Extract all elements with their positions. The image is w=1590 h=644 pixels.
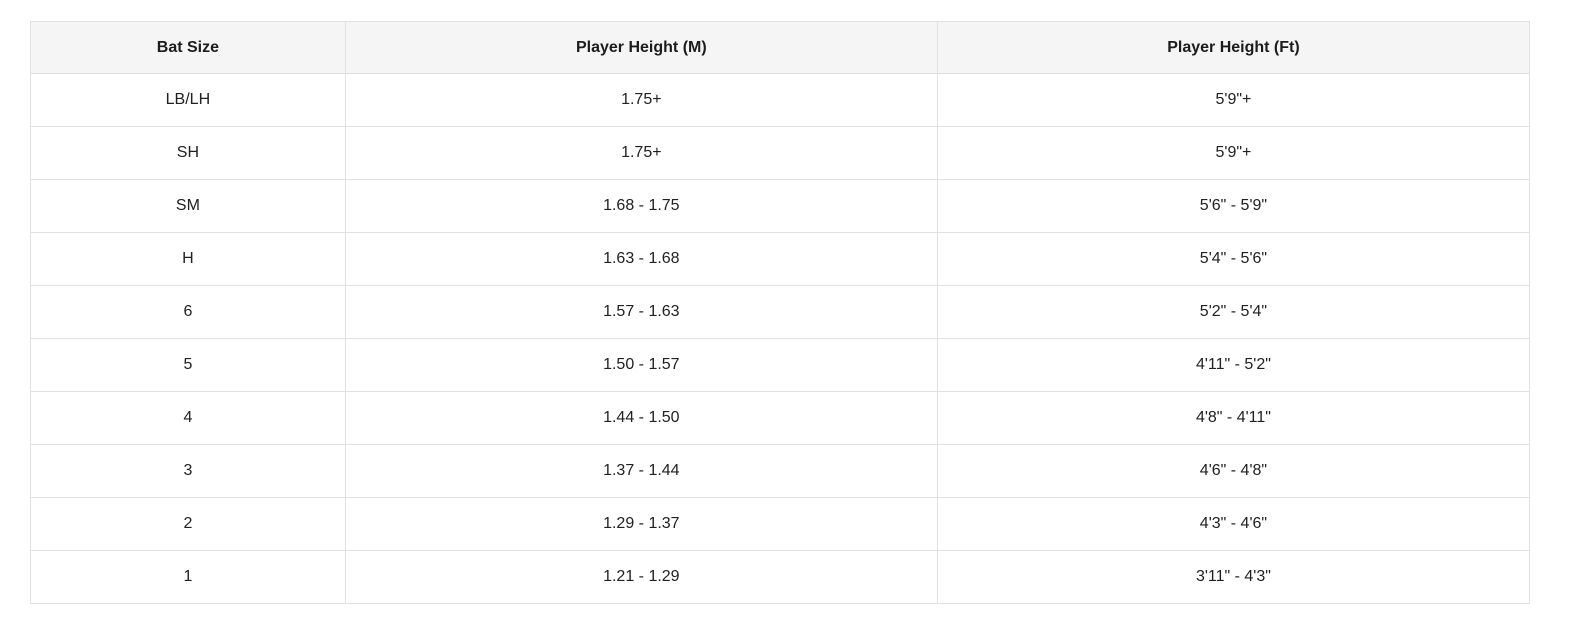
table-header: Bat Size Player Height (M) Player Height… (30, 21, 1531, 74)
cell-bat-size: 4 (30, 391, 346, 445)
cell-bat-size: 2 (30, 497, 346, 551)
cell-height-ft: 3'11" - 4'3" (936, 550, 1531, 604)
header-player-height-m: Player Height (M) (344, 21, 938, 74)
table-row: 5 1.50 - 1.57 4'11" - 5'2" (30, 338, 1531, 392)
cell-bat-size: 5 (30, 338, 346, 392)
cell-height-ft: 5'2" - 5'4" (936, 285, 1531, 339)
cell-bat-size: H (30, 232, 346, 286)
table-row: 4 1.44 - 1.50 4'8" - 4'11" (30, 391, 1531, 445)
cell-height-ft: 5'9"+ (936, 73, 1531, 127)
header-player-height-ft: Player Height (Ft) (936, 21, 1531, 74)
table-body: LB/LH 1.75+ 5'9"+ SH 1.75+ 5'9"+ SM 1.68… (30, 73, 1531, 604)
table-row: SH 1.75+ 5'9"+ (30, 126, 1531, 180)
cell-height-ft: 4'11" - 5'2" (936, 338, 1531, 392)
table-row: H 1.63 - 1.68 5'4" - 5'6" (30, 232, 1531, 286)
cell-height-m: 1.44 - 1.50 (344, 391, 938, 445)
cell-bat-size: 1 (30, 550, 346, 604)
cell-height-ft: 5'6" - 5'9" (936, 179, 1531, 233)
cell-height-m: 1.50 - 1.57 (344, 338, 938, 392)
cell-bat-size: SM (30, 179, 346, 233)
cell-height-ft: 4'3" - 4'6" (936, 497, 1531, 551)
table-row: LB/LH 1.75+ 5'9"+ (30, 73, 1531, 127)
cell-height-ft: 5'4" - 5'6" (936, 232, 1531, 286)
cell-height-m: 1.75+ (344, 126, 938, 180)
cell-bat-size: 3 (30, 444, 346, 498)
header-bat-size: Bat Size (30, 21, 346, 74)
cell-height-ft: 5'9"+ (936, 126, 1531, 180)
table-row: 3 1.37 - 1.44 4'6" - 4'8" (30, 444, 1531, 498)
table-row: SM 1.68 - 1.75 5'6" - 5'9" (30, 179, 1531, 233)
cell-height-m: 1.37 - 1.44 (344, 444, 938, 498)
cell-height-m: 1.75+ (344, 73, 938, 127)
cell-bat-size: 6 (30, 285, 346, 339)
cell-height-m: 1.68 - 1.75 (344, 179, 938, 233)
table-row: 2 1.29 - 1.37 4'3" - 4'6" (30, 497, 1531, 551)
table-row: 1 1.21 - 1.29 3'11" - 4'3" (30, 550, 1531, 604)
cell-bat-size: SH (30, 126, 346, 180)
cell-height-m: 1.29 - 1.37 (344, 497, 938, 551)
cell-height-m: 1.21 - 1.29 (344, 550, 938, 604)
cell-height-ft: 4'6" - 4'8" (936, 444, 1531, 498)
cell-bat-size: LB/LH (30, 73, 346, 127)
cell-height-m: 1.57 - 1.63 (344, 285, 938, 339)
cell-height-ft: 4'8" - 4'11" (936, 391, 1531, 445)
header-row: Bat Size Player Height (M) Player Height… (30, 21, 1531, 74)
table-row: 6 1.57 - 1.63 5'2" - 5'4" (30, 285, 1531, 339)
bat-size-table: Bat Size Player Height (M) Player Height… (30, 21, 1531, 604)
cell-height-m: 1.63 - 1.68 (344, 232, 938, 286)
